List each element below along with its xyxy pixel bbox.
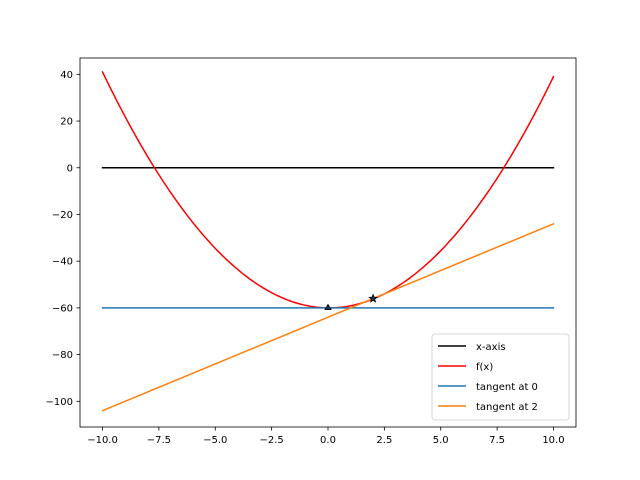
x-tick-label: 10.0	[542, 435, 564, 446]
x-tick-label: 0.0	[320, 435, 336, 446]
x-tick-label: 5.0	[433, 435, 449, 446]
y-tick-label: −100	[46, 397, 73, 408]
y-tick-label: −60	[52, 303, 73, 314]
legend: x-axis f(x) tangent at 0 tangent at 2	[431, 333, 570, 421]
series-line-3	[101, 222, 555, 412]
y-tick-label: 40	[60, 70, 73, 81]
legend-label-0: x-axis	[476, 342, 506, 353]
x-tick-label: 2.5	[376, 435, 392, 446]
series-line-1	[101, 71, 555, 309]
marker-layer	[324, 293, 378, 311]
legend-label-2: tangent at 0	[476, 382, 538, 393]
x-tick-label: −5.0	[203, 435, 227, 446]
marker-star-1	[368, 293, 378, 303]
x-tick-label: −7.5	[147, 435, 171, 446]
x-tick-label: −2.5	[259, 435, 283, 446]
y-axis-ticks: 40 20 0 −20 −40 −60 −80 −100	[46, 70, 80, 408]
y-tick-label: −80	[52, 350, 73, 361]
x-axis-ticks: −10.0 −7.5 −5.0 −2.5 0.0 2.5 5.0 7.5 10.0	[87, 427, 565, 446]
x-tick-label: 7.5	[489, 435, 505, 446]
y-tick-label: 20	[60, 117, 73, 128]
x-tick-label: −10.0	[87, 435, 118, 446]
y-tick-label: −20	[52, 210, 73, 221]
marker-triangle-0	[324, 303, 332, 311]
y-tick-label: 0	[67, 163, 73, 174]
legend-label-1: f(x)	[476, 362, 493, 373]
y-tick-label: −40	[52, 257, 73, 268]
legend-label-3: tangent at 2	[476, 402, 538, 413]
legend-box	[431, 333, 570, 421]
